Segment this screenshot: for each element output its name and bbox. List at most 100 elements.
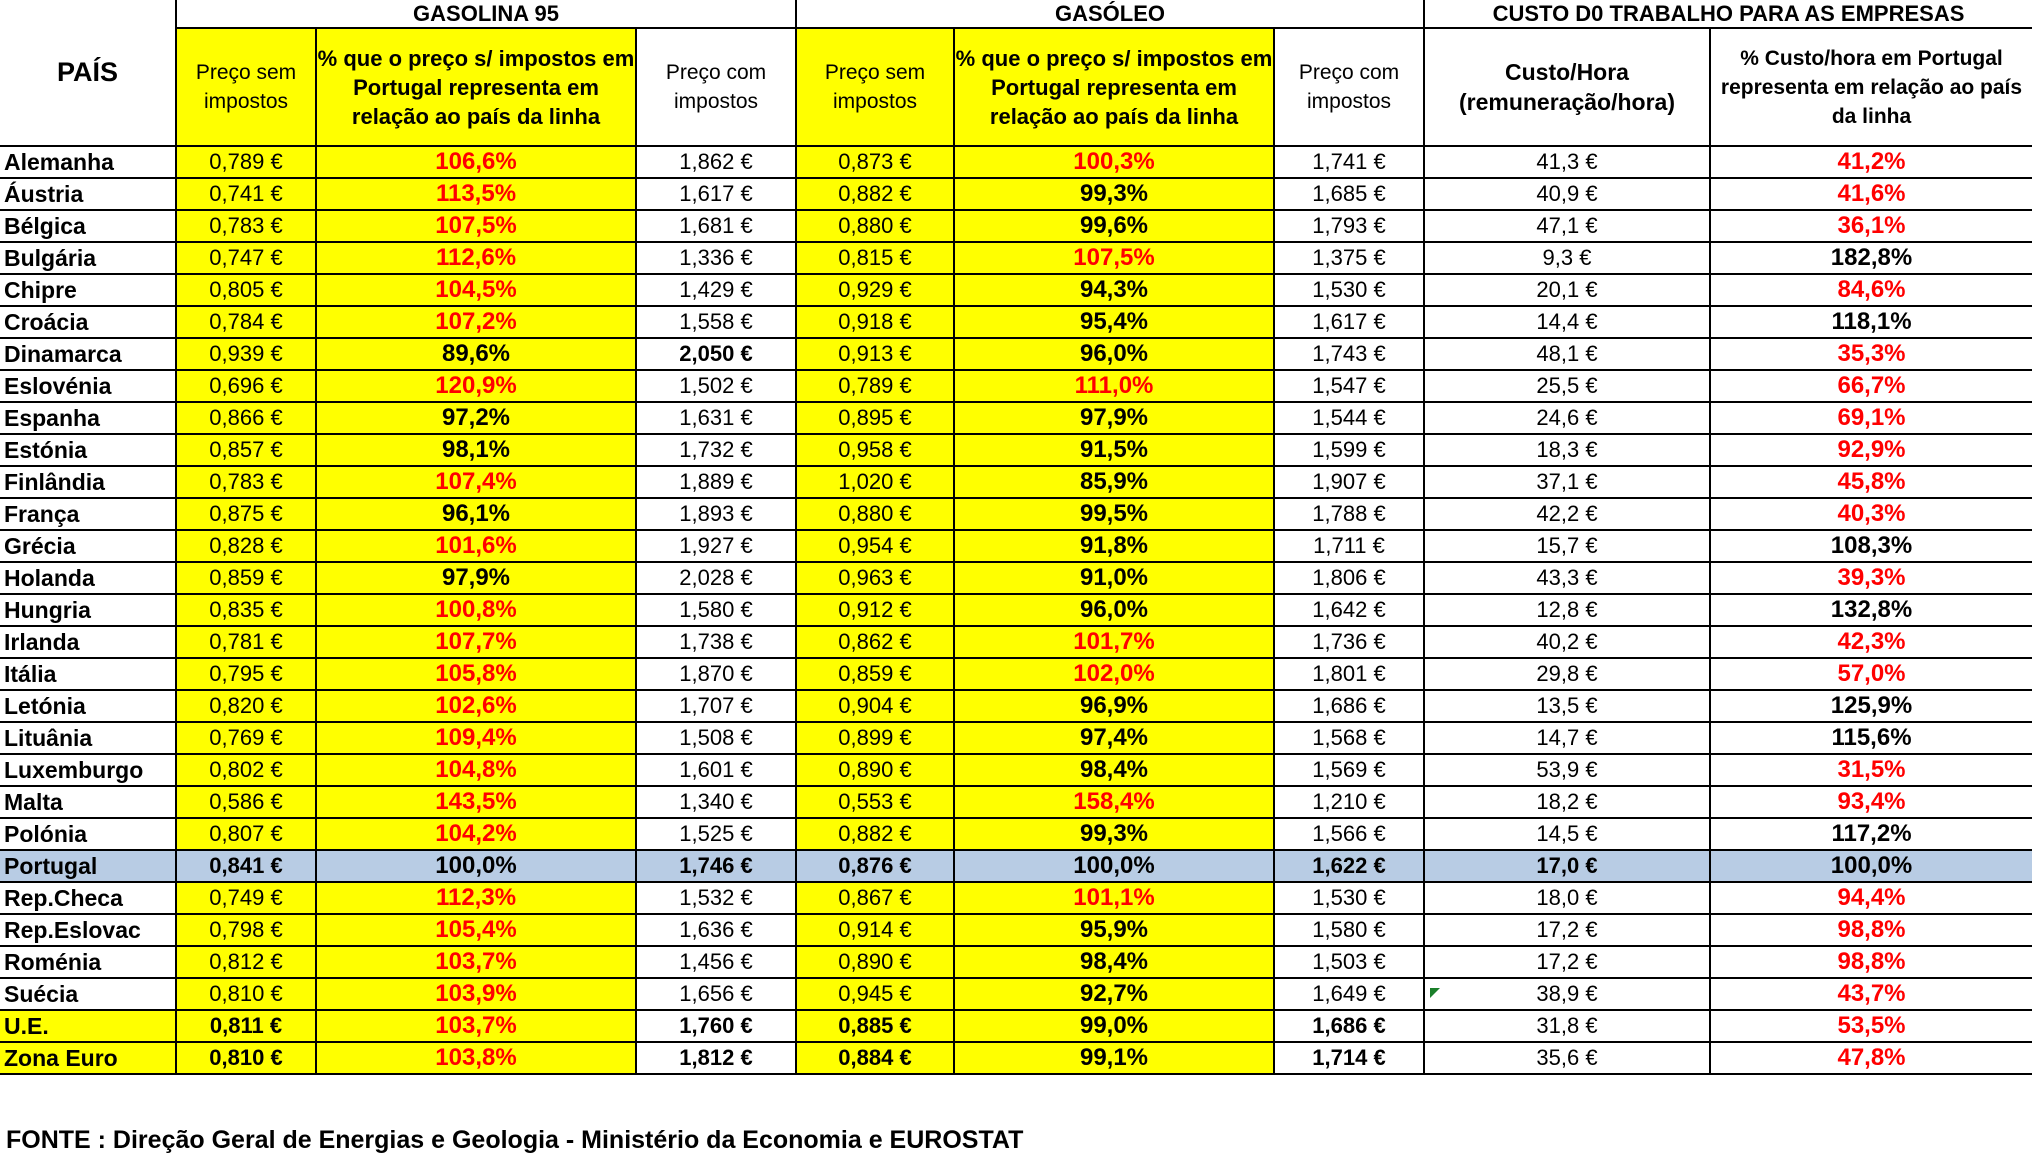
cell-gasoleo-preco-com: 1,599 €	[1273, 433, 1425, 467]
cell-gasoleo-preco-com: 1,806 €	[1273, 561, 1425, 595]
cell-gasoleo-preco-sem: 0,880 €	[795, 209, 955, 243]
cell-gasoleo-pct: 91,0%	[953, 561, 1275, 595]
header-custo-trabalho: CUSTO D0 TRABALHO PARA AS EMPRESAS	[1423, 0, 2032, 29]
table-row: Itália 0,795 €105,8% 1,870 €0,859 €102,0% 1…	[0, 657, 2032, 691]
cell-pais: Letónia	[0, 689, 177, 723]
cell-gasoleo-preco-sem: 0,882 €	[795, 177, 955, 211]
cell-gasoleo-preco-com: 1,569 €	[1273, 753, 1425, 787]
table-row: Finlândia 0,783 €107,4% 1,889 €1,020 €85,9…	[0, 465, 2032, 499]
cell-gasolina-pct: 112,3%	[315, 881, 637, 915]
cell-gasoleo-preco-sem: 0,918 €	[795, 305, 955, 339]
cell-gasoleo-preco-sem: 0,815 €	[795, 241, 955, 275]
cell-pais: Lituânia	[0, 721, 177, 755]
price-comparison-sheet: PAÍS GASOLINA 95 GASÓLEO CUSTO D0 TRABAL…	[0, 0, 2032, 1075]
cell-gasoleo-preco-com: 1,580 €	[1273, 913, 1425, 947]
cell-gasolina-preco-com: 1,525 €	[635, 817, 797, 851]
cell-custo-pct: 40,3%	[1709, 497, 2032, 531]
cell-gasolina-preco-sem: 0,812 €	[175, 945, 317, 979]
table-row: Polónia 0,807 €104,2% 1,525 €0,882 €99,3% 1…	[0, 817, 2032, 851]
cell-gasoleo-pct: 99,6%	[953, 209, 1275, 243]
cell-gasolina-preco-com: 1,738 €	[635, 625, 797, 659]
cell-gasolina-preco-sem: 0,795 €	[175, 657, 317, 691]
cell-gasolina-preco-sem: 0,781 €	[175, 625, 317, 659]
cell-gasolina-pct: 100,8%	[315, 593, 637, 627]
cell-gasolina-pct: 103,7%	[315, 945, 637, 979]
cell-pais: Luxemburgo	[0, 753, 177, 787]
cell-gasolina-preco-com: 1,631 €	[635, 401, 797, 435]
cell-gasoleo-preco-com: 1,714 €	[1273, 1041, 1425, 1075]
cell-gasolina-preco-com: 2,050 €	[635, 337, 797, 371]
cell-gasoleo-pct: 98,4%	[953, 945, 1275, 979]
cell-gasoleo-preco-com: 1,686 €	[1273, 1009, 1425, 1043]
cell-custo-pct: 94,4%	[1709, 881, 2032, 915]
table-row: Holanda 0,859 €97,9% 2,028 €0,963 €91,0% 1,…	[0, 561, 2032, 595]
cell-pais: Dinamarca	[0, 337, 177, 371]
cell-gasoleo-preco-sem: 0,553 €	[795, 785, 955, 819]
cell-gasoleo-pct: 99,5%	[953, 497, 1275, 531]
cell-gasoleo-preco-sem: 0,882 €	[795, 817, 955, 851]
cell-custo-pct: 35,3%	[1709, 337, 2032, 371]
cell-gasolina-preco-com: 1,656 €	[635, 977, 797, 1011]
table-row: U.E. 0,811 €103,7% 1,760 €0,885 €99,0% 1,68…	[0, 1009, 2032, 1043]
cell-gasoleo-preco-com: 1,686 €	[1273, 689, 1425, 723]
cell-custo-pct: 84,6%	[1709, 273, 2032, 307]
cell-pais: Suécia	[0, 977, 177, 1011]
cell-gasolina-preco-sem: 0,859 €	[175, 561, 317, 595]
cell-gasolina-pct: 103,7%	[315, 1009, 637, 1043]
table-row: Rep.Eslovac 0,798 €105,4% 1,636 €0,914 €95…	[0, 913, 2032, 947]
cell-gasolina-pct: 103,8%	[315, 1041, 637, 1075]
cell-custo-pct: 57,0%	[1709, 657, 2032, 691]
cell-gasoleo-preco-com: 1,566 €	[1273, 817, 1425, 851]
cell-gasoleo-preco-com: 1,907 €	[1273, 465, 1425, 499]
cell-gasoleo-preco-com: 1,375 €	[1273, 241, 1425, 275]
cell-pais: Grécia	[0, 529, 177, 563]
cell-gasolina-pct: 104,8%	[315, 753, 637, 787]
cell-pais: Polónia	[0, 817, 177, 851]
table-row: Estónia 0,857 €98,1% 1,732 €0,958 €91,5% 1,…	[0, 433, 2032, 467]
cell-gasolina-pct: 104,5%	[315, 273, 637, 307]
cell-gasoleo-preco-sem: 0,904 €	[795, 689, 955, 723]
cell-gasolina-preco-com: 1,508 €	[635, 721, 797, 755]
cell-gasolina-preco-sem: 0,783 €	[175, 209, 317, 243]
cell-gasoleo-preco-sem: 0,880 €	[795, 497, 955, 531]
cell-gasoleo-pct: 96,0%	[953, 337, 1275, 371]
cell-gasoleo-preco-sem: 0,899 €	[795, 721, 955, 755]
cell-custo-hora: 14,5 €	[1423, 817, 1711, 851]
cell-custo-pct: 39,3%	[1709, 561, 2032, 595]
cell-gasolina-preco-sem: 0,747 €	[175, 241, 317, 275]
cell-custo-pct: 117,2%	[1709, 817, 2032, 851]
cell-gasolina-preco-com: 1,746 €	[635, 849, 797, 883]
cell-gasolina-pct: 143,5%	[315, 785, 637, 819]
cell-custo-pct: 69,1%	[1709, 401, 2032, 435]
cell-custo-hora: 37,1 €	[1423, 465, 1711, 499]
cell-gasoleo-preco-com: 1,711 €	[1273, 529, 1425, 563]
cell-custo-pct: 92,9%	[1709, 433, 2032, 467]
cell-gasolina-preco-sem: 0,789 €	[175, 145, 317, 179]
cell-gasoleo-preco-com: 1,801 €	[1273, 657, 1425, 691]
cell-gasolina-preco-com: 1,502 €	[635, 369, 797, 403]
comment-marker	[1430, 988, 1440, 998]
cell-pais: U.E.	[0, 1009, 177, 1043]
cell-pais: Bélgica	[0, 209, 177, 243]
cell-pais: Zona Euro	[0, 1041, 177, 1075]
cell-pais: Malta	[0, 785, 177, 819]
cell-pais: Áustria	[0, 177, 177, 211]
cell-gasoleo-preco-sem: 0,895 €	[795, 401, 955, 435]
cell-pais: Alemanha	[0, 145, 177, 179]
cell-gasolina-pct: 113,5%	[315, 177, 637, 211]
table-row: Portugal 0,841 €100,0% 1,746 €0,876 €100,0…	[0, 849, 2032, 883]
header-pct-custo: % Custo/hora em Portugal representa em r…	[1709, 27, 2032, 147]
table-row: Croácia 0,784 €107,2% 1,558 €0,918 €95,4% 1…	[0, 305, 2032, 339]
cell-custo-pct: 42,3%	[1709, 625, 2032, 659]
cell-gasoleo-pct: 158,4%	[953, 785, 1275, 819]
header-d-preco-com: Preço com impostos	[1273, 27, 1425, 147]
cell-pais: Roménia	[0, 945, 177, 979]
cell-gasoleo-pct: 91,8%	[953, 529, 1275, 563]
cell-gasolina-preco-sem: 0,783 €	[175, 465, 317, 499]
table-row: Áustria 0,741 €113,5% 1,617 €0,882 €99,3% 1…	[0, 177, 2032, 211]
cell-gasoleo-preco-sem: 0,913 €	[795, 337, 955, 371]
cell-gasolina-pct: 96,1%	[315, 497, 637, 531]
cell-custo-pct: 41,2%	[1709, 145, 2032, 179]
header-d-pct: % que o preço s/ impostos em Portugal re…	[953, 27, 1275, 147]
cell-custo-pct: 98,8%	[1709, 945, 2032, 979]
